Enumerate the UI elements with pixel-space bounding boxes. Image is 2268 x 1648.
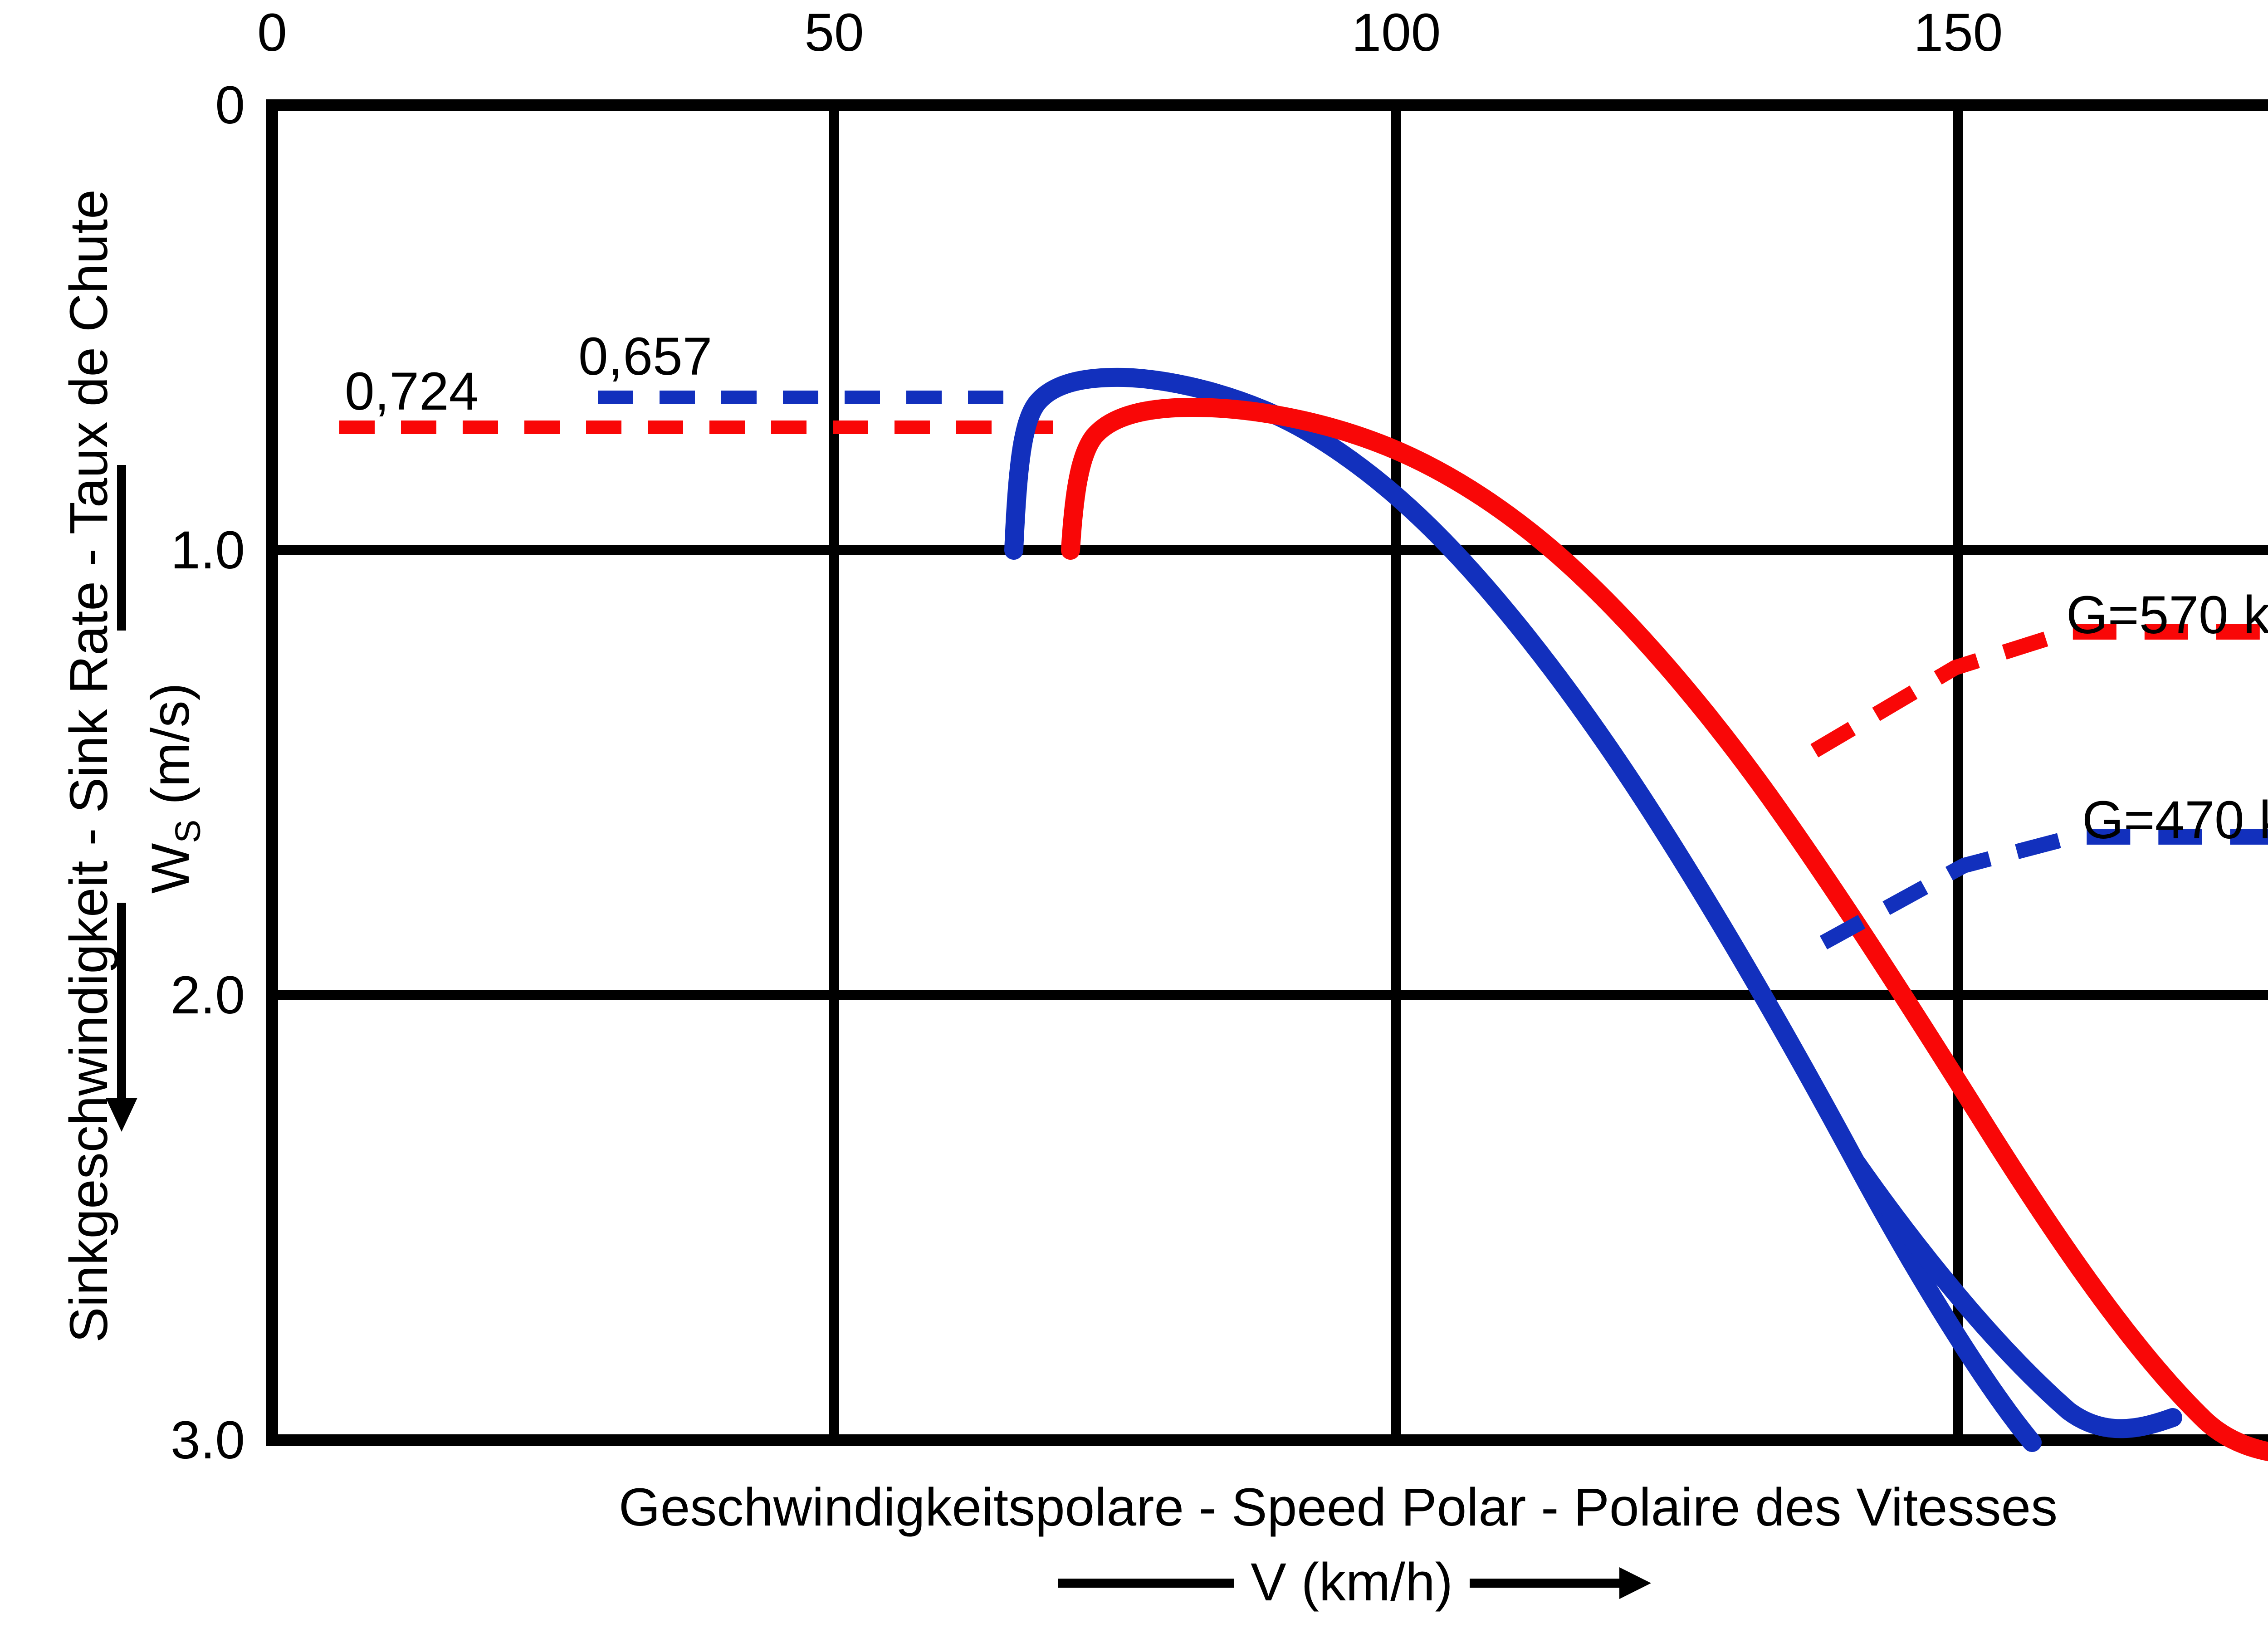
y-tick-label-0: 0 xyxy=(215,75,245,135)
y-axis-label: Sinkgeschwindigkeit - Sink Rate - Taux d… xyxy=(59,189,119,1343)
x-tick-label-100: 100 xyxy=(1351,3,1441,63)
x-axis-label: V (km/h) xyxy=(1251,1552,1453,1612)
gridlines xyxy=(272,105,2268,1440)
annotation-g570: G=570 kp xyxy=(2066,585,2268,645)
y-axis-symbol: W xyxy=(141,843,200,894)
y-axis-unit: (m/s) xyxy=(141,683,200,820)
chart-title: Geschwindigkeitspolare - Speed Polar - P… xyxy=(618,1477,2058,1537)
annotation-g470: G=470 kp xyxy=(2082,790,2268,850)
arrow-right-icon xyxy=(1619,1567,1651,1599)
y-axis-unit-label: WS (m/s) xyxy=(140,683,209,894)
x-axis-arrow-group xyxy=(1058,1567,1651,1599)
y-axis-arrow-group xyxy=(106,465,137,1132)
annotation-min-sink-blue: 0,657 xyxy=(578,327,713,386)
series-curve-g470-tail xyxy=(1846,1152,2182,1438)
y-axis-symbol-sub: S xyxy=(168,819,208,843)
y-tick-label-1: 1.0 xyxy=(170,520,245,580)
y-tick-label-3: 3.0 xyxy=(170,1410,245,1470)
annotation-min-sink-red: 0,724 xyxy=(345,362,479,421)
series-curve-g570 xyxy=(1061,398,2268,1462)
series-curve-g470 xyxy=(1004,367,2042,1452)
x-tick-label-50: 50 xyxy=(804,3,864,63)
y-tick-label-2: 2.0 xyxy=(170,965,245,1025)
arrow-down-icon xyxy=(106,1098,137,1132)
leader-line-g470 xyxy=(1819,829,2268,949)
plot-frame xyxy=(266,99,2268,1446)
x-tick-label-0: 0 xyxy=(257,3,287,63)
leader-line-g570 xyxy=(1810,624,2268,758)
x-tick-label-150: 150 xyxy=(1913,3,2003,63)
